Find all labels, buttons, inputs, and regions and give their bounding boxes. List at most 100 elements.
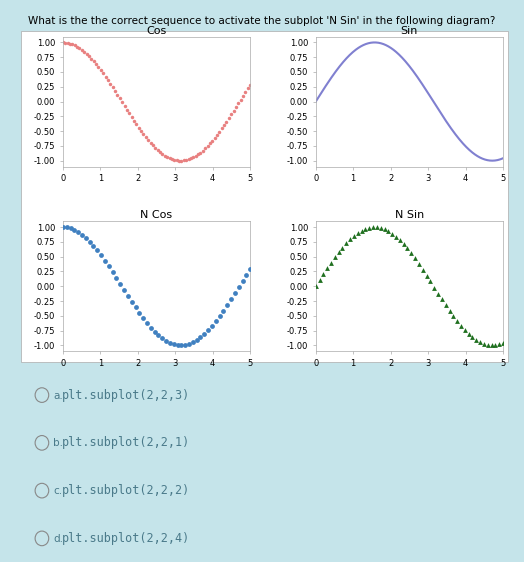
Point bbox=[139, 314, 147, 323]
Point bbox=[158, 334, 167, 343]
Point bbox=[388, 229, 396, 238]
Point bbox=[170, 340, 178, 349]
Point bbox=[377, 224, 385, 233]
Point bbox=[124, 291, 132, 300]
Point bbox=[62, 223, 71, 232]
Point bbox=[189, 338, 197, 347]
Point bbox=[143, 319, 151, 328]
Title: Sin: Sin bbox=[401, 26, 418, 36]
Point bbox=[495, 340, 504, 349]
Point bbox=[238, 277, 247, 286]
Point bbox=[312, 282, 320, 291]
Text: a.: a. bbox=[53, 391, 63, 401]
Point bbox=[361, 224, 369, 233]
Point bbox=[127, 297, 136, 306]
Point bbox=[419, 265, 427, 274]
Point bbox=[327, 259, 335, 268]
Point bbox=[101, 256, 109, 265]
Text: plt.subplot(2,2,3): plt.subplot(2,2,3) bbox=[62, 388, 190, 402]
Point bbox=[246, 265, 254, 274]
Point bbox=[438, 295, 446, 304]
Point bbox=[426, 277, 434, 286]
Point bbox=[484, 341, 492, 350]
Point bbox=[491, 341, 499, 350]
Text: b.: b. bbox=[53, 438, 63, 448]
Point bbox=[342, 239, 351, 248]
Point bbox=[399, 239, 408, 248]
Point bbox=[154, 331, 162, 340]
Point bbox=[476, 338, 484, 347]
Title: N Sin: N Sin bbox=[395, 210, 424, 220]
Point bbox=[468, 333, 477, 342]
Point bbox=[422, 271, 431, 280]
Point bbox=[384, 226, 392, 235]
Point bbox=[200, 329, 209, 338]
Point bbox=[434, 289, 442, 298]
Point bbox=[346, 235, 354, 244]
Point bbox=[204, 325, 212, 334]
Point bbox=[150, 327, 159, 336]
Point bbox=[396, 235, 404, 244]
Point bbox=[315, 276, 324, 285]
Title: Cos: Cos bbox=[146, 26, 167, 36]
Point bbox=[181, 341, 189, 350]
Point bbox=[339, 243, 347, 252]
Point bbox=[231, 289, 239, 298]
Point bbox=[442, 301, 450, 310]
Point bbox=[430, 283, 439, 292]
Point bbox=[407, 249, 416, 258]
Point bbox=[70, 225, 79, 234]
Point bbox=[85, 237, 94, 246]
Point bbox=[82, 233, 90, 242]
Point bbox=[499, 338, 507, 347]
Point bbox=[93, 246, 102, 255]
Point bbox=[74, 228, 82, 237]
Point bbox=[487, 341, 496, 350]
Point bbox=[461, 325, 469, 334]
Point bbox=[357, 226, 366, 235]
Point bbox=[445, 306, 454, 315]
Point bbox=[196, 333, 205, 342]
Point bbox=[334, 248, 343, 257]
Point bbox=[480, 339, 488, 348]
Point bbox=[116, 279, 124, 288]
Point bbox=[350, 232, 358, 241]
Point bbox=[365, 223, 374, 232]
Point bbox=[415, 260, 423, 269]
Point bbox=[212, 316, 220, 325]
Point bbox=[472, 336, 481, 345]
Point bbox=[403, 244, 412, 253]
Point bbox=[112, 273, 121, 282]
Point bbox=[323, 264, 331, 273]
Text: d.: d. bbox=[53, 534, 63, 544]
Point bbox=[108, 268, 117, 277]
Text: What is the the correct sequence to activate the subplot 'N Sin' in the followin: What is the the correct sequence to acti… bbox=[28, 16, 496, 26]
Point bbox=[173, 341, 182, 350]
Point bbox=[215, 311, 224, 320]
Point bbox=[67, 224, 75, 233]
Point bbox=[227, 295, 235, 304]
Point bbox=[208, 321, 216, 330]
Point bbox=[132, 303, 140, 312]
Point bbox=[120, 285, 128, 294]
Point bbox=[177, 341, 185, 350]
Point bbox=[192, 336, 201, 345]
Point bbox=[89, 241, 97, 250]
Point bbox=[219, 306, 227, 315]
Point bbox=[147, 323, 155, 332]
Point bbox=[331, 253, 339, 262]
Point bbox=[162, 337, 170, 346]
Point bbox=[59, 223, 67, 232]
Point bbox=[319, 270, 328, 279]
Title: N Cos: N Cos bbox=[140, 210, 172, 220]
Point bbox=[449, 312, 457, 321]
Point bbox=[235, 283, 243, 292]
Point bbox=[166, 338, 174, 347]
Point bbox=[223, 301, 232, 310]
Point bbox=[97, 251, 105, 260]
Point bbox=[411, 254, 419, 263]
Text: plt.subplot(2,2,1): plt.subplot(2,2,1) bbox=[62, 436, 190, 450]
Point bbox=[78, 230, 86, 239]
Point bbox=[464, 329, 473, 338]
Point bbox=[457, 321, 465, 330]
